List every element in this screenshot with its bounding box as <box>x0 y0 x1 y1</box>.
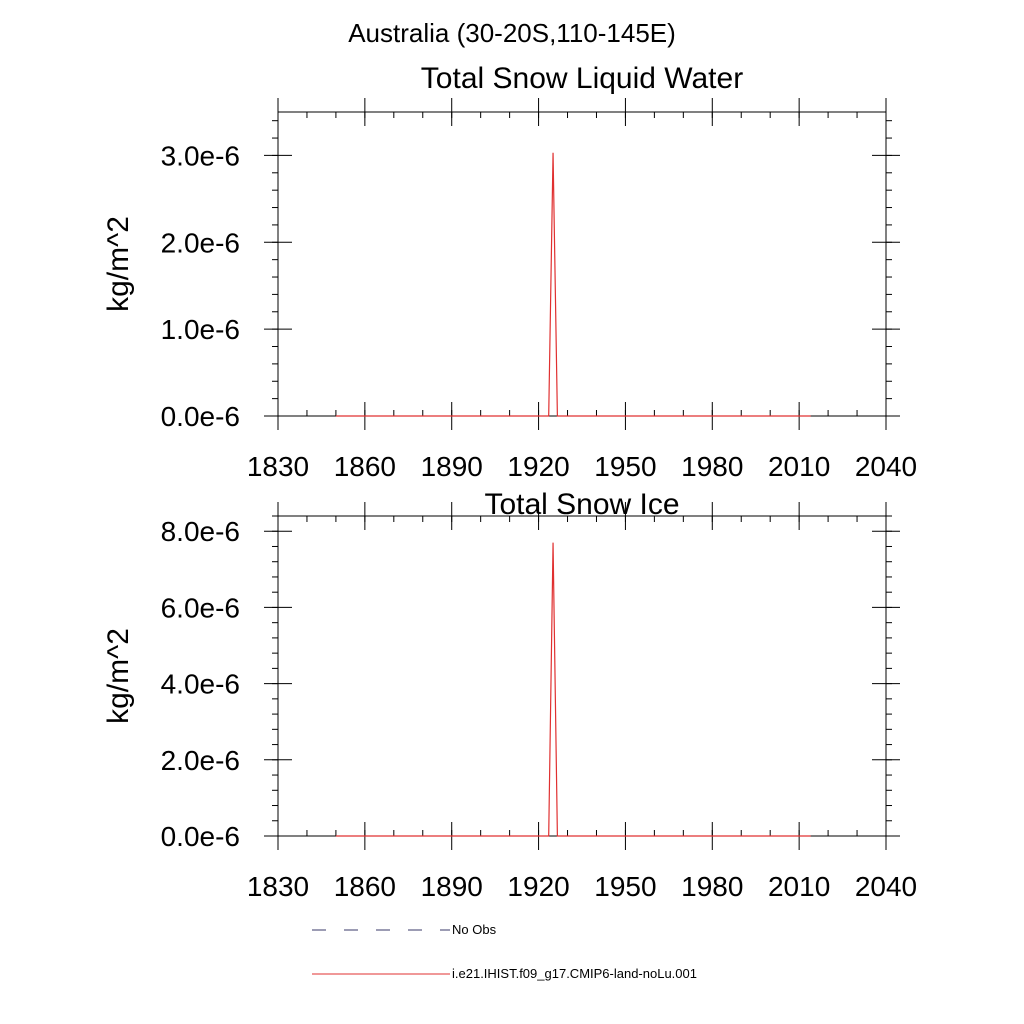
plot-frame <box>277 111 887 417</box>
x-tick-label: 1890 <box>421 451 483 482</box>
x-tick-label: 2040 <box>855 871 917 902</box>
x-tick-label: 1890 <box>421 871 483 902</box>
y-tick-label: 4.0e-6 <box>161 669 240 700</box>
y-axis-label: kg/m^2 <box>102 628 135 724</box>
x-tick-label: 1920 <box>507 451 569 482</box>
y-tick-label: 2.0e-6 <box>161 227 240 258</box>
legend: No Obs i.e21.IHIST.f09_g17.CMIP6-land-no… <box>312 922 697 981</box>
legend-label-model: i.e21.IHIST.f09_g17.CMIP6-land-noLu.001 <box>452 966 697 981</box>
y-tick-label: 6.0e-6 <box>161 592 240 623</box>
y-tick-label: 0.0e-6 <box>161 401 240 432</box>
chart-panel-snow-liquid-water: Total Snow Liquid Water 1830 1860 1890 1920 1… <box>102 62 917 482</box>
x-tick-label: 1950 <box>594 871 656 902</box>
x-tick-label: 2010 <box>768 451 830 482</box>
x-tick-label: 1860 <box>334 451 396 482</box>
x-tick-label: 1830 <box>247 871 309 902</box>
x-tick-label: 1830 <box>247 451 309 482</box>
x-tick-label: 1980 <box>681 451 743 482</box>
chart-title-snow-liquid-water: Total Snow Liquid Water <box>421 62 743 95</box>
y-axis-label: kg/m^2 <box>102 216 135 312</box>
y-tick-label: 1.0e-6 <box>161 314 240 345</box>
x-tick-label: 2010 <box>768 871 830 902</box>
plot-frame <box>277 515 887 837</box>
x-tick-label: 1950 <box>594 451 656 482</box>
series-line <box>335 542 811 837</box>
x-tick-label: 2040 <box>855 451 917 482</box>
x-tick-label: 1920 <box>507 871 569 902</box>
y-tick-label: 3.0e-6 <box>161 140 240 171</box>
legend-label-no-obs: No Obs <box>452 922 497 937</box>
y-tick-label: 2.0e-6 <box>161 745 240 776</box>
x-tick-label: 1980 <box>681 871 743 902</box>
y-tick-label: 0.0e-6 <box>161 821 240 852</box>
series-line <box>335 152 811 417</box>
y-tick-label: 8.0e-6 <box>161 516 240 547</box>
figure-title: Australia (30-20S,110-145E) <box>348 18 676 48</box>
x-tick-label: 1860 <box>334 871 396 902</box>
